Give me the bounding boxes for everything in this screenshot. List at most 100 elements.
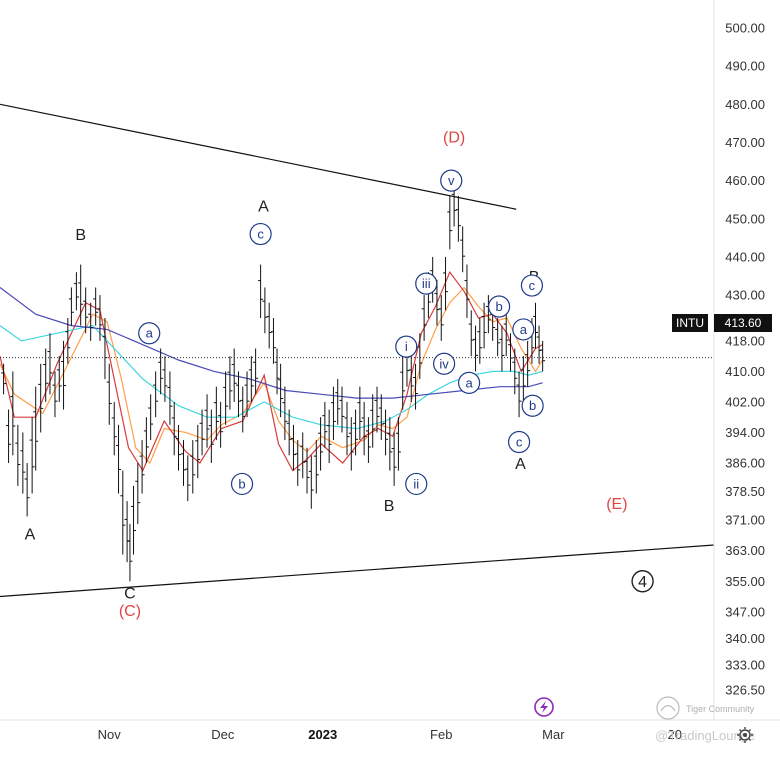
moving-average-line-1 bbox=[0, 286, 544, 465]
price-bar bbox=[248, 356, 254, 402]
price-bar bbox=[308, 455, 314, 509]
price-bar bbox=[278, 363, 284, 418]
wave-label: B bbox=[75, 227, 86, 244]
price-bar bbox=[33, 386, 39, 471]
price-bar bbox=[213, 386, 219, 441]
y-tick-label: 450.00 bbox=[725, 211, 765, 226]
lightning-icon[interactable] bbox=[534, 697, 554, 717]
price-bar bbox=[408, 356, 414, 402]
plot-area: (D)(C)(E)4BACABCBAabciiiiiiivvababcc bbox=[0, 103, 715, 620]
price-bar bbox=[378, 394, 384, 441]
y-tick-label: 430.00 bbox=[725, 288, 765, 303]
price-bar bbox=[83, 287, 89, 334]
price-bar bbox=[240, 386, 246, 433]
price-bar bbox=[339, 386, 345, 433]
price-bar bbox=[52, 371, 58, 418]
price-bar bbox=[116, 424, 122, 494]
price-bar bbox=[443, 256, 449, 311]
price-bar bbox=[20, 432, 26, 494]
wave-label-circle bbox=[405, 472, 428, 496]
price-bar bbox=[383, 409, 389, 456]
price-bar bbox=[512, 348, 518, 395]
price-bar bbox=[516, 371, 522, 418]
wave-label: A bbox=[515, 456, 526, 473]
moving-average-line-3 bbox=[0, 324, 543, 430]
price-bar bbox=[135, 462, 141, 525]
wave-label: b bbox=[495, 299, 502, 314]
x-tick-label: Dec bbox=[211, 727, 235, 742]
x-axis: Nov Dec 2023 Feb Mar 20 bbox=[98, 727, 682, 742]
price-bar bbox=[282, 386, 288, 441]
price-bar bbox=[421, 295, 427, 341]
y-tick-label: 500.00 bbox=[725, 21, 765, 36]
price-bar bbox=[274, 348, 280, 395]
wave-label: B bbox=[384, 498, 395, 515]
wave-label-circle bbox=[507, 430, 531, 454]
x-tick-label: 2023 bbox=[308, 727, 337, 742]
price-bar bbox=[473, 325, 479, 372]
price-bar bbox=[258, 264, 264, 318]
wave-label: v bbox=[448, 173, 455, 188]
price-bar bbox=[195, 424, 201, 479]
wave-label-circle bbox=[520, 274, 544, 297]
price-bar bbox=[262, 287, 268, 334]
price-bar bbox=[326, 409, 332, 463]
wave-label: (D) bbox=[443, 130, 465, 147]
price-bar bbox=[335, 379, 341, 425]
trend-line-upper bbox=[0, 103, 517, 210]
price-bar bbox=[290, 424, 296, 471]
price-bar bbox=[540, 340, 546, 372]
price-bar bbox=[158, 348, 164, 395]
x-tick-label: Nov bbox=[98, 727, 122, 742]
watermark-text: @TradingLounge bbox=[655, 728, 755, 743]
wave-label-circle bbox=[487, 295, 511, 318]
price-bar bbox=[391, 432, 397, 486]
y-tick-label: 480.00 bbox=[725, 97, 765, 112]
price-bar bbox=[295, 440, 301, 486]
trend-line-lower bbox=[0, 544, 715, 598]
price-bar bbox=[300, 432, 306, 479]
wave-label-circle bbox=[249, 222, 272, 246]
wave-label: c bbox=[529, 278, 536, 293]
price-bar bbox=[447, 195, 453, 250]
price-bar bbox=[520, 356, 526, 402]
y-tick-label: 386.00 bbox=[725, 455, 765, 470]
wave-label: ii bbox=[413, 476, 419, 491]
moving-average-line-2 bbox=[0, 270, 543, 472]
wave-label-circle bbox=[433, 352, 456, 375]
price-bar bbox=[270, 317, 276, 364]
price-bar bbox=[6, 409, 12, 463]
price-bar bbox=[148, 394, 154, 441]
price-bar bbox=[93, 287, 99, 326]
ticker-tag: INTU bbox=[676, 316, 704, 330]
price-bar bbox=[344, 401, 350, 456]
y-tick-label: 355.00 bbox=[725, 574, 765, 589]
price-bar bbox=[353, 409, 359, 456]
y-tick-label: 378.50 bbox=[725, 484, 765, 499]
price-bar bbox=[218, 401, 224, 448]
y-tick-label: 460.00 bbox=[725, 173, 765, 188]
price-bar bbox=[266, 302, 272, 349]
price-bar bbox=[65, 317, 71, 364]
price-bar bbox=[139, 440, 145, 494]
price-bar bbox=[357, 386, 363, 441]
price-bar bbox=[387, 417, 393, 471]
price-bar bbox=[185, 455, 191, 502]
wave-label: iv bbox=[439, 356, 449, 371]
last-price-tag: 413.60 bbox=[725, 316, 762, 330]
price-bar bbox=[434, 279, 440, 326]
price-bar bbox=[322, 401, 328, 448]
wave-label-circle bbox=[395, 335, 418, 358]
price-bar bbox=[162, 356, 168, 402]
price-bar bbox=[481, 302, 487, 349]
price-bar bbox=[78, 264, 84, 326]
price-bar bbox=[15, 424, 21, 486]
price-bar bbox=[468, 310, 474, 357]
wave-label-circle bbox=[457, 371, 481, 394]
settings-gear-icon[interactable] bbox=[737, 727, 753, 743]
y-tick-label: 333.00 bbox=[725, 658, 765, 673]
price-bar bbox=[227, 356, 233, 410]
price-bar bbox=[413, 363, 419, 410]
y-tick-label: 340.00 bbox=[725, 631, 765, 646]
